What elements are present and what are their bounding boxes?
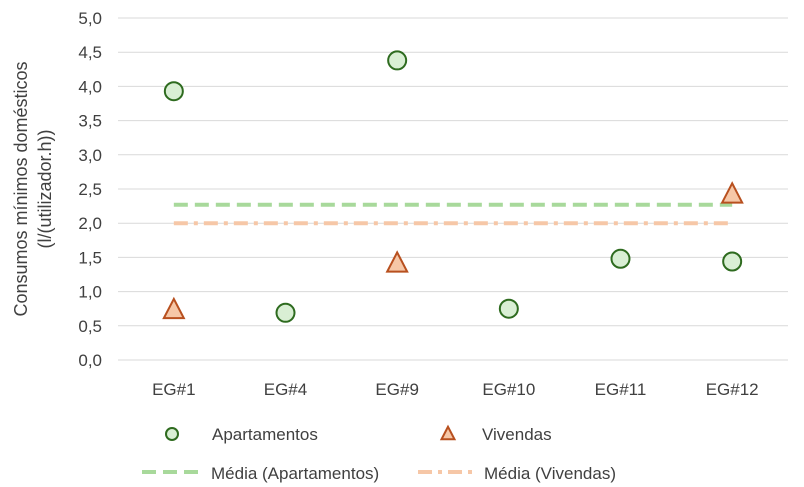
x-tick-label: EG#11: [595, 380, 647, 399]
gridlines: [118, 17, 788, 361]
x-tick-label: EG#4: [264, 380, 307, 399]
y-axis-label-line: (l/(utilizador.h)): [35, 129, 55, 248]
data-point: [275, 302, 296, 323]
y-tick-label: 1,5: [78, 248, 102, 267]
x-tick-label: EG#1: [152, 380, 195, 399]
data-point: [387, 50, 408, 71]
mean-lines: [173, 202, 733, 226]
y-tick-label: 5,0: [78, 9, 102, 28]
legend-label: Média (Vivendas): [484, 464, 616, 483]
y-tick-labels: 0,0 0,5 1,0 1,5 2,0 2,5 3,0 3,5 4,0 4,5 5,0: [78, 9, 102, 370]
data-point: [162, 296, 186, 320]
legend-label: Média (Apartamentos): [211, 464, 379, 483]
legend-marker-apartamentos: [165, 427, 179, 441]
data-point: [385, 250, 409, 273]
y-tick-label: 4,5: [78, 43, 102, 62]
legend: Apartamentos Vivendas Média (Apartamentos)…: [142, 424, 616, 483]
y-tick-label: 3,5: [78, 112, 102, 131]
y-tick-label: 2,0: [78, 214, 102, 233]
y-axis-label-line: Consumos mínimos domésticos: [11, 61, 31, 316]
legend-label: Apartamentos: [212, 425, 318, 444]
y-tick-label: 0,0: [78, 351, 102, 370]
x-tick-labels: EG#1 EG#4 EG#9 EG#10 EG#11 EG#12: [152, 380, 759, 399]
y-tick-label: 3,0: [78, 146, 102, 165]
data-point: [163, 81, 184, 102]
x-tick-label: EG#12: [706, 380, 759, 399]
data-point: [720, 181, 744, 204]
data-point: [722, 251, 743, 272]
y-tick-label: 0,5: [78, 317, 102, 336]
legend-marker-vivendas: [439, 424, 457, 441]
x-tick-label: EG#9: [375, 380, 418, 399]
y-tick-label: 2,5: [78, 180, 102, 199]
y-axis-label: Consumos mínimos domésticos (l/(utilizado…: [11, 61, 55, 316]
data-points: [162, 50, 744, 323]
y-tick-label: 1,0: [78, 283, 102, 302]
x-tick-label: EG#10: [482, 380, 535, 399]
y-tick-label: 4,0: [78, 77, 102, 96]
data-point: [610, 248, 631, 269]
legend-label: Vivendas: [482, 425, 552, 444]
data-point: [498, 298, 519, 319]
